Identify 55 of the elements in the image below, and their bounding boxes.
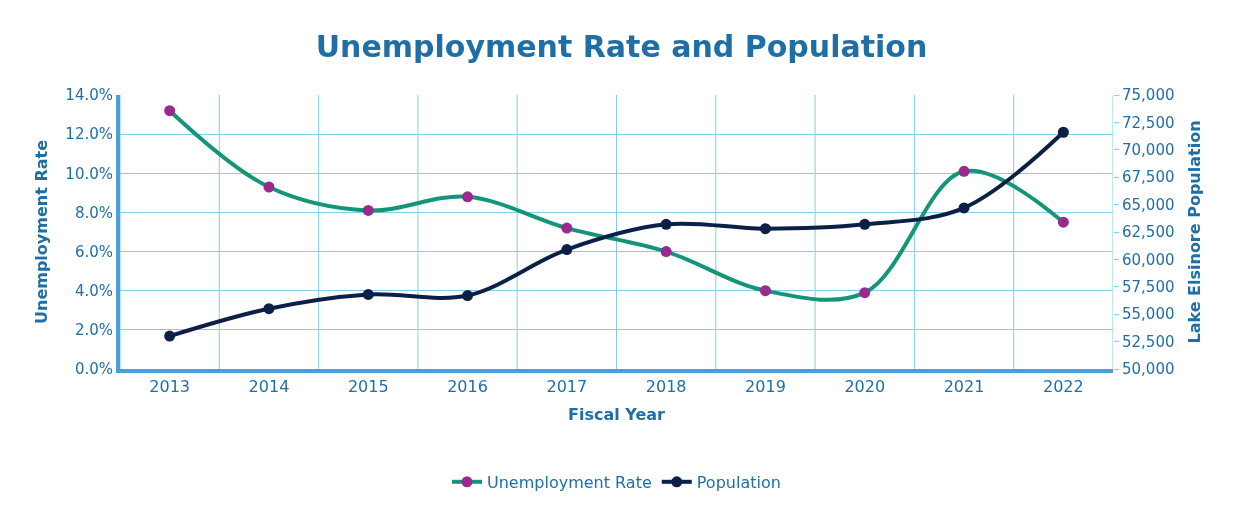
legend-label: Unemployment Rate xyxy=(487,473,652,493)
y2-tick-label: 62,500 xyxy=(1122,223,1175,242)
point xyxy=(759,223,771,235)
point xyxy=(462,191,474,203)
y2-tick-label: 70,000 xyxy=(1122,141,1175,160)
x-axis-title: Fiscal Year xyxy=(568,405,666,425)
y2-axis-title: Lake Elsinore Population xyxy=(1185,120,1205,344)
y2-tick-label: 57,500 xyxy=(1122,278,1175,297)
y2-tick-label: 65,000 xyxy=(1122,195,1175,214)
y2-tick-label: 67,500 xyxy=(1122,168,1175,187)
y2-tick-label: 75,000 xyxy=(1122,86,1175,105)
x-tick-label: 2021 xyxy=(943,377,985,397)
point xyxy=(263,181,275,193)
point xyxy=(362,288,374,300)
x-tick-label: 2017 xyxy=(546,377,588,397)
y-tick-label: 10.0% xyxy=(65,164,113,183)
y2-tick-label: 52,500 xyxy=(1122,332,1175,351)
x-tick-label: 2015 xyxy=(347,377,389,397)
y-tick-label: 8.0% xyxy=(74,203,113,222)
y2-tick-label: 50,000 xyxy=(1122,360,1175,379)
point xyxy=(1057,216,1069,228)
point xyxy=(164,330,176,342)
x-tick-label: 2016 xyxy=(447,377,488,397)
point xyxy=(759,285,771,297)
x-tick-label: 2014 xyxy=(248,377,290,397)
y2-tick-label: 72,500 xyxy=(1122,113,1175,132)
legend-label: Population xyxy=(696,473,781,493)
point xyxy=(958,202,970,214)
point xyxy=(263,303,275,315)
x-tick-label: 2013 xyxy=(149,377,191,397)
y-tick-label: 6.0% xyxy=(74,242,113,261)
y-axis-title: Unemployment Rate xyxy=(31,139,51,325)
y-tick-label: 12.0% xyxy=(65,125,113,144)
point xyxy=(462,290,474,302)
point xyxy=(958,165,970,177)
point xyxy=(859,218,871,230)
point xyxy=(1057,126,1069,138)
point xyxy=(561,244,573,256)
y-tick-label: 4.0% xyxy=(74,281,113,300)
point xyxy=(362,204,374,216)
point xyxy=(859,287,871,299)
x-tick-label: 2019 xyxy=(745,377,786,397)
y-tick-label: 14.0% xyxy=(65,86,113,105)
point xyxy=(561,222,573,234)
chart-title: Unemployment Rate and Population xyxy=(315,29,928,65)
x-tick-label: 2022 xyxy=(1042,377,1084,397)
y-tick-label: 2.0% xyxy=(74,321,113,340)
y2-tick-label: 55,000 xyxy=(1122,305,1175,324)
y2-tick-label: 60,000 xyxy=(1122,250,1175,269)
point xyxy=(660,218,672,230)
x-tick-label: 2018 xyxy=(645,377,687,397)
x-tick-label: 2020 xyxy=(844,377,886,397)
y-tick-label: 0.0% xyxy=(74,360,113,379)
point xyxy=(660,246,672,258)
point xyxy=(164,105,176,117)
